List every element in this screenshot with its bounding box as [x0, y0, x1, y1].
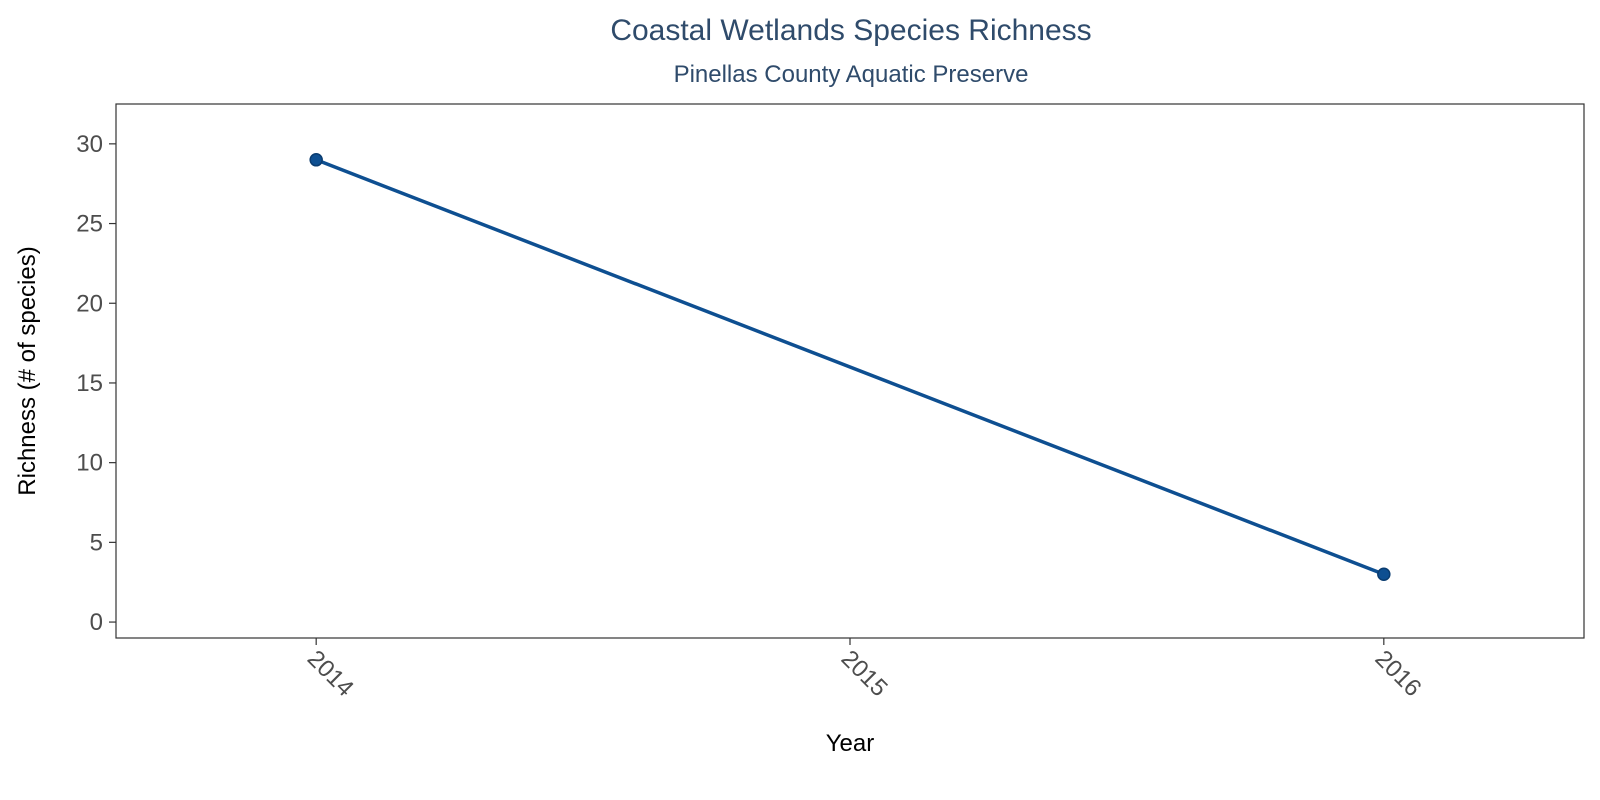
- y-tick-label: 0: [90, 609, 103, 636]
- x-axis: 2014 2015 2016: [302, 638, 1426, 702]
- y-tick-label: 25: [76, 211, 103, 238]
- data-point: [309, 153, 323, 167]
- y-tick-label: 5: [90, 529, 103, 556]
- x-axis-title: Year: [826, 730, 875, 757]
- y-axis-title: Richness (# of species): [14, 246, 41, 495]
- y-tick-label: 20: [76, 290, 103, 317]
- y-tick-label: 10: [76, 450, 103, 477]
- series-layer: [309, 153, 1391, 581]
- x-tick-label: 2016: [1370, 645, 1427, 702]
- series-line: [314, 158, 1386, 576]
- chart-subtitle: Pinellas County Aquatic Preserve: [674, 61, 1029, 88]
- data-point: [1377, 567, 1391, 581]
- y-tick-label: 15: [76, 370, 103, 397]
- chart-title: Coastal Wetlands Species Richness: [610, 14, 1091, 47]
- y-axis: 0 5 10 15 20 25 30: [76, 131, 116, 636]
- plot-panel: [115, 103, 1585, 639]
- x-tick-label: 2014: [302, 645, 359, 702]
- x-tick-label: 2015: [836, 645, 893, 702]
- y-tick-label: 30: [76, 131, 103, 158]
